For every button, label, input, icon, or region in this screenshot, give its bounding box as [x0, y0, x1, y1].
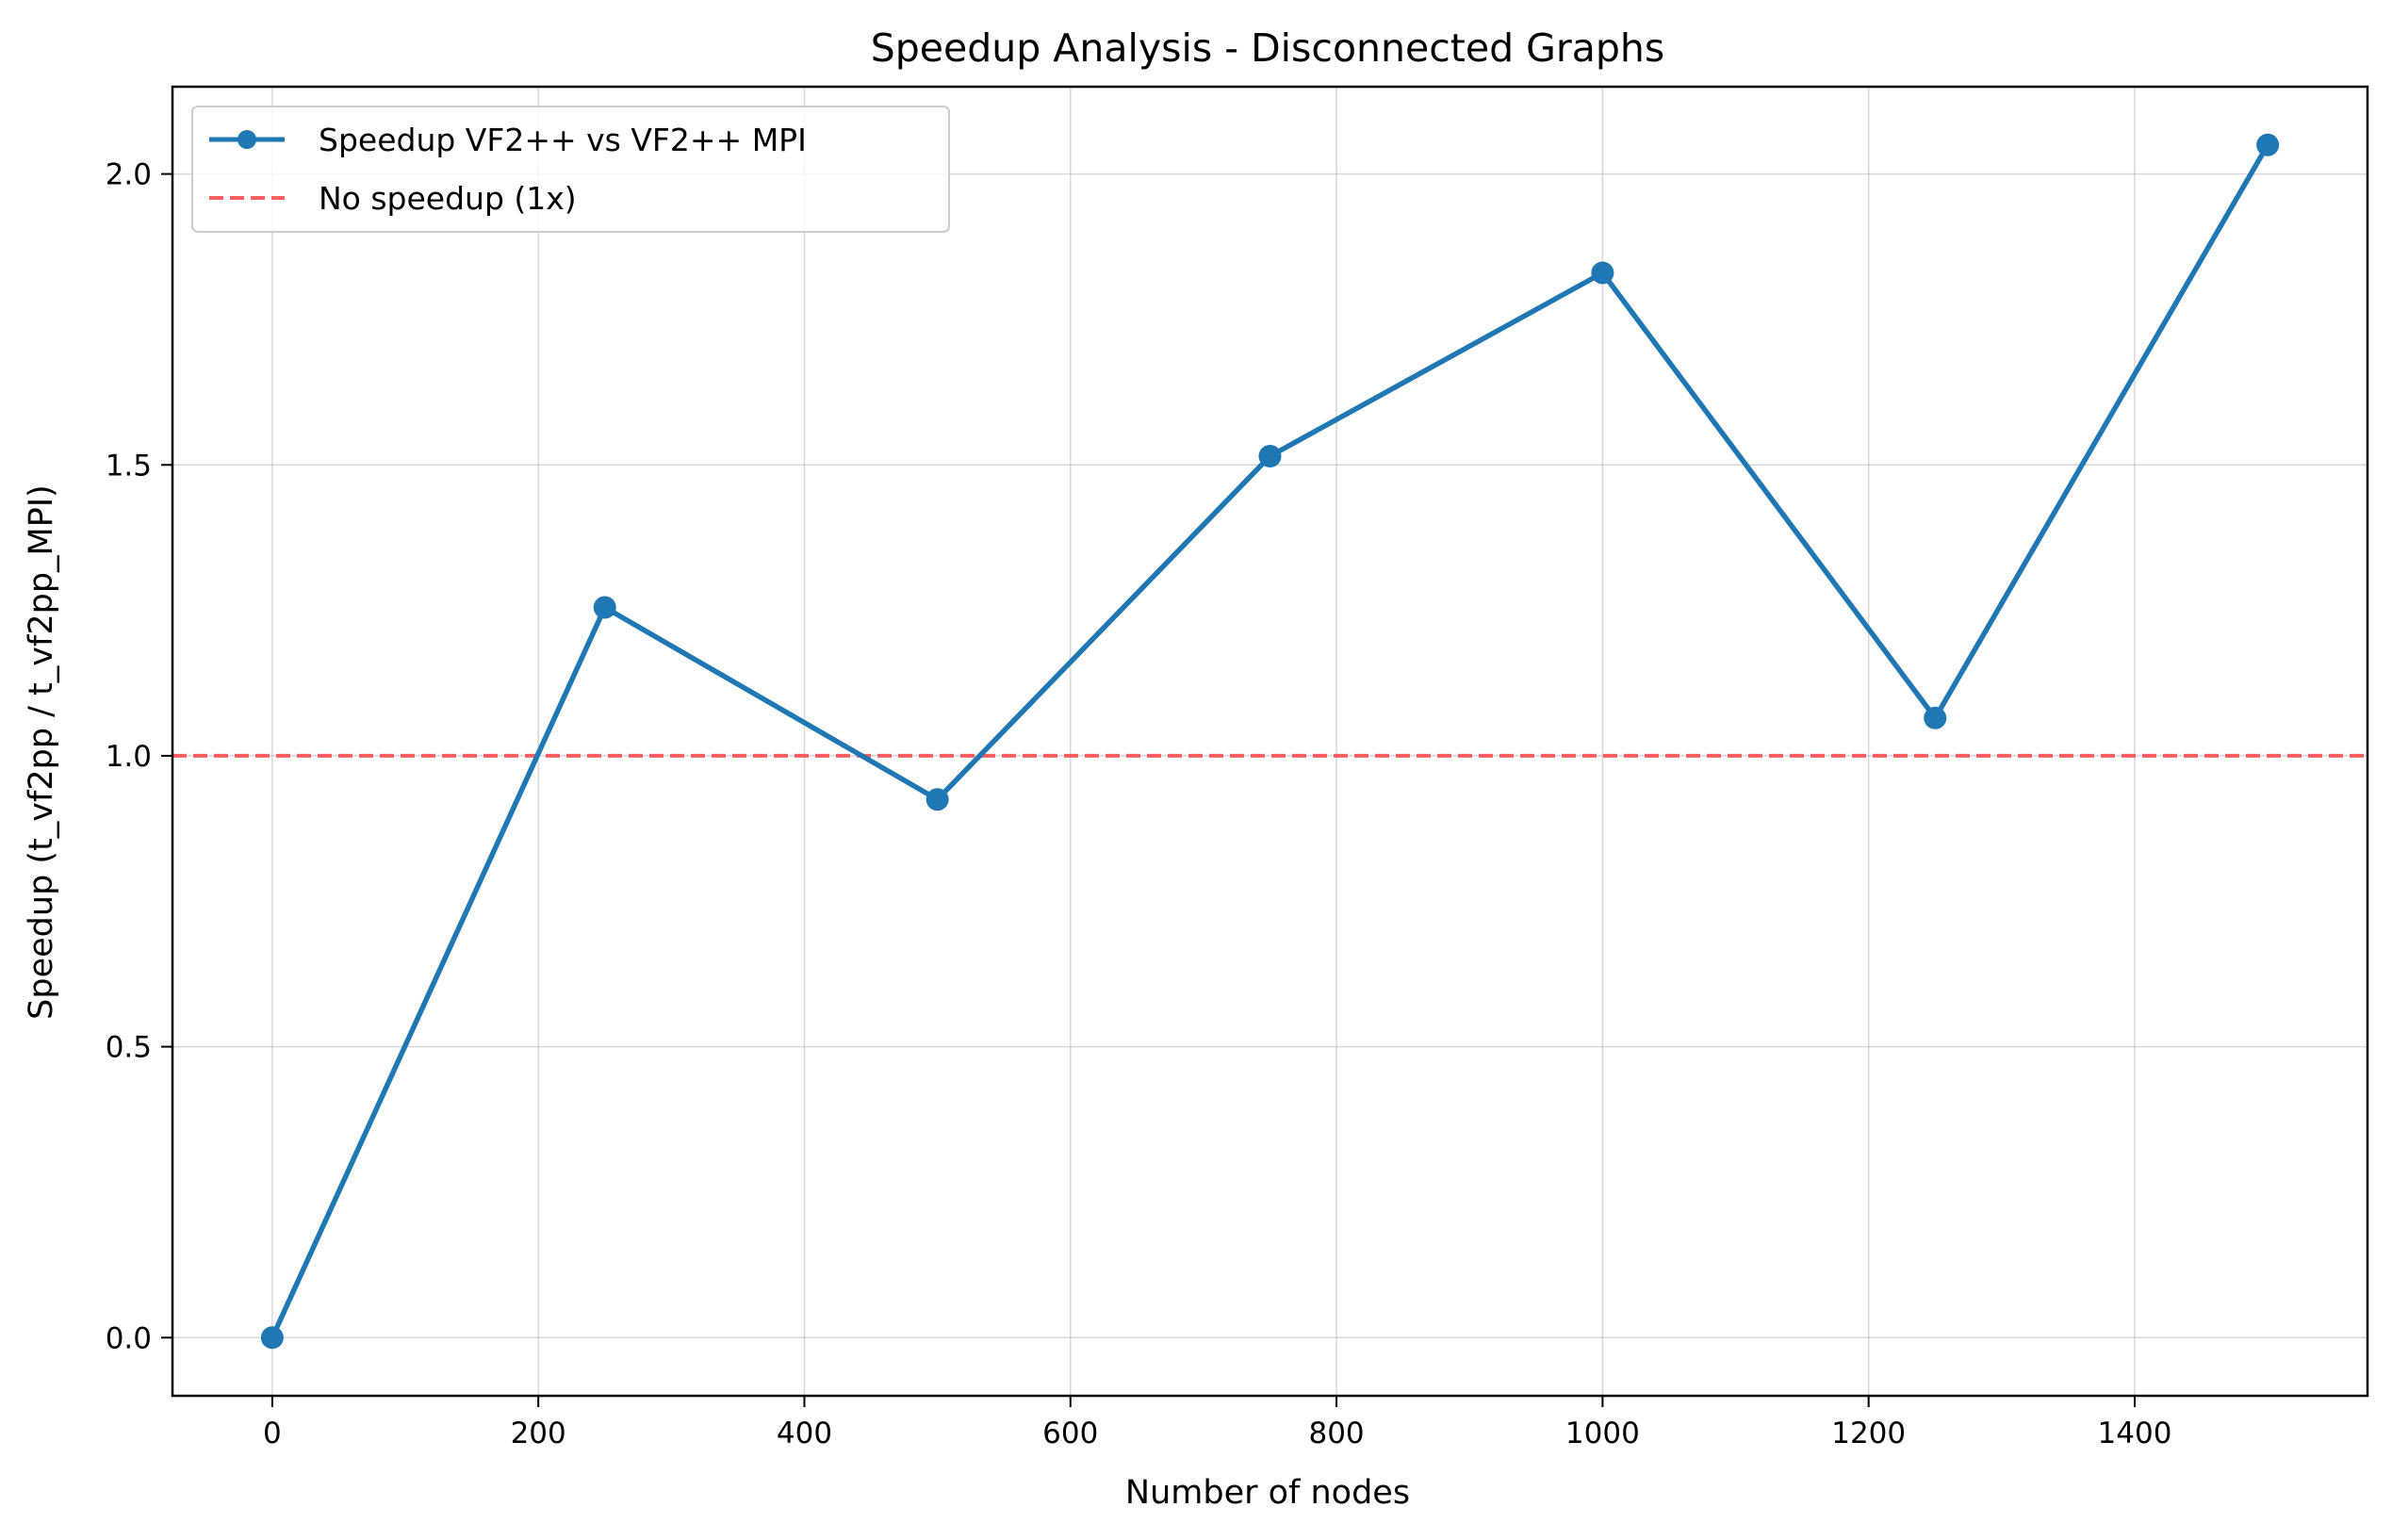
y-tick-label: 2.0: [106, 158, 152, 192]
data-point: [1924, 706, 1947, 729]
y-tick-label: 1.5: [106, 449, 152, 483]
y-axis-label: Speedup (t_vf2pp / t_vf2pp_MPI): [23, 484, 60, 1020]
data-point: [593, 596, 616, 619]
y-tick-label: 0.0: [106, 1321, 152, 1355]
plot-frame: [171, 85, 2369, 1398]
series-layer: [260, 133, 2280, 1350]
legend-marker-speedup-icon: [238, 130, 256, 149]
x-tick-label: 1400: [2098, 1417, 2172, 1450]
data-point: [1591, 261, 1614, 285]
legend-box: [191, 106, 950, 233]
x-tick-label: 400: [777, 1417, 832, 1450]
data-point: [260, 1326, 284, 1350]
legend: Speedup VF2++ vs VF2++ MPI No speedup (1…: [191, 106, 950, 233]
x-axis: 0 200 400 600 800 1000 1200 1400: [263, 1396, 2171, 1450]
y-axis: 0.0 0.5 1.0 1.5 2.0: [106, 158, 172, 1355]
x-axis-label: Number of nodes: [1125, 1474, 1410, 1512]
x-tick-label: 800: [1308, 1417, 1364, 1450]
legend-label-no-speedup: No speedup (1x): [319, 180, 577, 217]
data-point: [2256, 133, 2280, 156]
x-tick-label: 1000: [1565, 1417, 1640, 1450]
legend-label-speedup: Speedup VF2++ vs VF2++ MPI: [319, 122, 807, 158]
y-tick-label: 0.5: [106, 1031, 152, 1065]
chart-title: Speedup Analysis - Disconnected Graphs: [871, 25, 1665, 71]
data-point: [926, 788, 949, 811]
data-point: [1258, 445, 1282, 468]
x-tick-label: 200: [511, 1417, 566, 1450]
x-tick-label: 600: [1042, 1417, 1098, 1450]
y-tick-label: 1.0: [106, 740, 152, 774]
x-tick-label: 1200: [1831, 1417, 1906, 1450]
x-tick-label: 0: [263, 1417, 282, 1450]
